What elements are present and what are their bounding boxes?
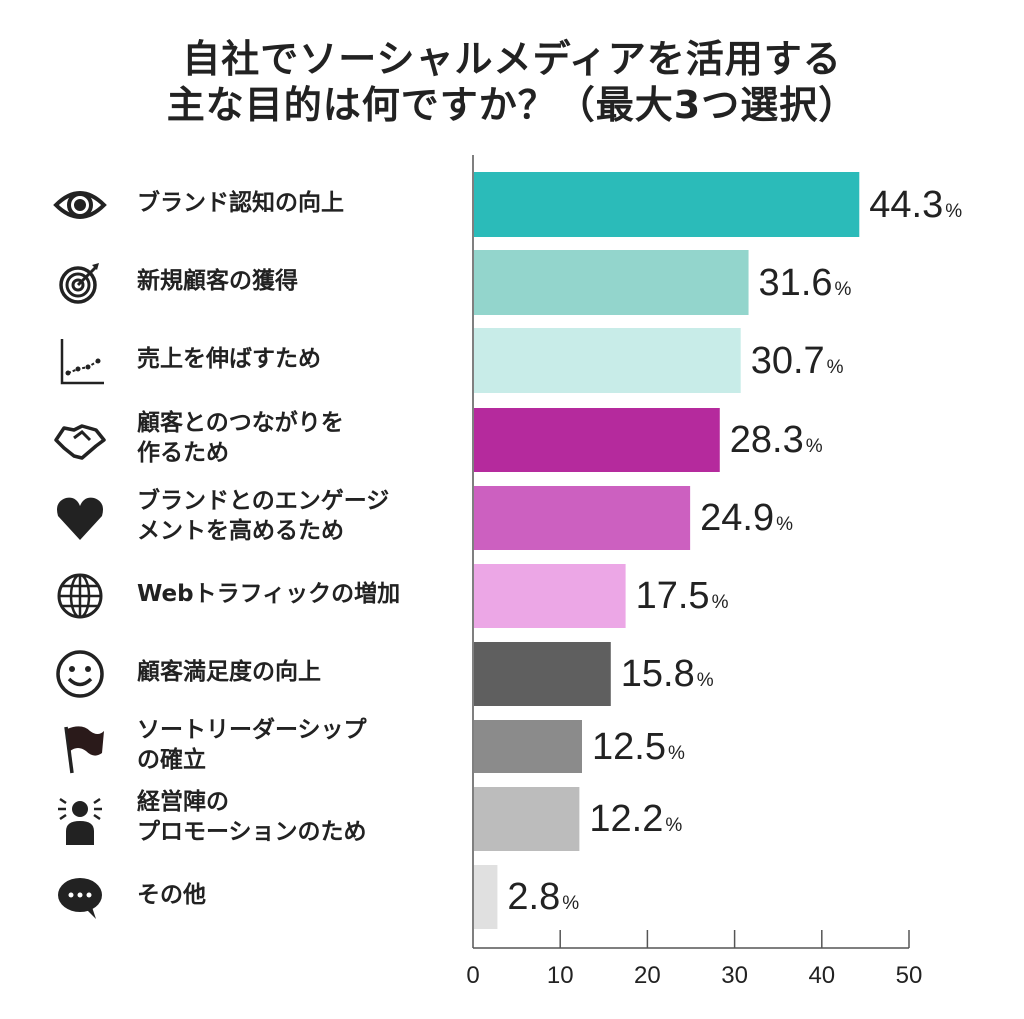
bar-value-label: 30.7% <box>751 339 844 383</box>
bar <box>474 408 720 472</box>
category-label-line: ブランドとのエンゲージ <box>137 488 390 514</box>
bar <box>474 865 498 929</box>
category-label-line: ブランド認知の向上 <box>137 189 344 216</box>
bar-value-unit: % <box>696 670 714 691</box>
x-tick-label: 10 <box>547 962 574 989</box>
bar-value-label: 12.5% <box>592 725 685 769</box>
person-spotlight-icon <box>58 797 102 845</box>
category-label-line: 経営陣の <box>137 789 229 815</box>
bar-value-unit: % <box>776 514 793 535</box>
category-label: ブランド認知の向上 <box>137 188 344 218</box>
x-tick-label: 30 <box>721 962 748 989</box>
bar <box>474 720 582 773</box>
category-label: 新規顧客の獲得 <box>137 266 298 296</box>
bar-value-unit: % <box>667 742 685 764</box>
category-label-line: プロモーションのため <box>137 819 367 845</box>
target-icon <box>59 262 99 304</box>
bar-value-label: 31.6% <box>759 261 852 305</box>
bar-value-label: 17.5% <box>636 574 729 618</box>
x-tick-label: 0 <box>466 962 479 989</box>
bar-value-unit: % <box>711 592 729 613</box>
bar-value-number: 15.8 <box>620 653 695 695</box>
chart-title-line-1: 自社でソーシャルメディアを活用する <box>182 37 842 81</box>
speech-bubble-icon <box>58 878 102 919</box>
category-label: 経営陣のプロモーションのため <box>137 787 367 847</box>
category-label: 顧客とのつながりを 作るため <box>137 408 344 468</box>
bar-value-label: 44.3% <box>869 183 962 227</box>
category-label-line: その他 <box>137 882 206 908</box>
eye-icon <box>53 190 107 219</box>
category-label: 売上を伸ばすため <box>137 344 321 374</box>
bar-value-unit: % <box>945 200 963 222</box>
bar-value-number: 2.8 <box>507 876 561 918</box>
bar <box>474 564 626 628</box>
smiley-icon <box>56 650 104 698</box>
category-label: ブランドとのエンゲージ メントを高めるため <box>137 486 389 546</box>
chart-title-line-2: 主な目的は何ですか？（最大3つ選択） <box>166 83 858 127</box>
category-label-line: 売上を伸ばすため <box>137 345 321 372</box>
bar-value-unit: % <box>665 815 683 836</box>
bar <box>474 642 611 706</box>
bar-value-number: 44.3 <box>869 183 944 226</box>
flag-icon <box>64 725 104 773</box>
bar-value-number: 12.2 <box>589 798 664 840</box>
category-label: ソートリーダーシップ の確立 <box>137 715 367 775</box>
bar-value-number: 28.3 <box>729 419 804 461</box>
bar-value-label: 24.9% <box>700 496 793 540</box>
category-label-line: 新規顧客の獲得 <box>137 267 298 294</box>
line-chart-icon <box>60 338 104 384</box>
x-tick-label: 40 <box>808 962 835 989</box>
category-label-line: 顧客満足度の向上 <box>137 659 321 685</box>
category-label-line: 作るため <box>137 440 229 466</box>
bar <box>474 172 860 237</box>
bar-value-unit: % <box>805 436 823 457</box>
bar-value-unit: % <box>826 356 844 378</box>
category-label: 顧客満足度の向上 <box>137 657 321 687</box>
bar-value-label: 15.8% <box>621 652 714 696</box>
bar-value-label: 28.3% <box>730 418 823 462</box>
bar-value-number: 17.5 <box>635 575 710 617</box>
globe-icon <box>57 573 103 619</box>
bar-value-number: 30.7 <box>750 339 825 382</box>
category-label-line: Webトラフィックの増加 <box>137 581 401 607</box>
bar <box>474 787 580 851</box>
handshake-icon <box>54 424 106 460</box>
x-tick-label: 20 <box>634 962 661 989</box>
category-label-line: の確立 <box>137 746 206 773</box>
bar-value-number: 31.6 <box>758 261 833 304</box>
category-label-line: ソートリーダーシップ <box>137 716 367 743</box>
category-label-line: 顧客とのつながりを <box>137 410 344 436</box>
bar-value-label: 12.2% <box>589 797 682 841</box>
bar-value-label: 2.8% <box>507 875 579 919</box>
bar-value-number: 24.9 <box>700 497 775 539</box>
bar <box>474 250 749 315</box>
x-tick-label: 50 <box>896 962 923 989</box>
bar-value-unit: % <box>562 893 580 914</box>
category-label-line: メントを高めるため <box>137 518 344 544</box>
bar <box>474 486 691 550</box>
category-label: その他 <box>137 880 206 910</box>
bar-value-number: 12.5 <box>592 725 666 768</box>
bar-value-unit: % <box>834 278 852 300</box>
category-label: Webトラフィックの増加 <box>137 579 400 609</box>
bar <box>474 328 741 393</box>
heart-icon <box>57 497 103 540</box>
